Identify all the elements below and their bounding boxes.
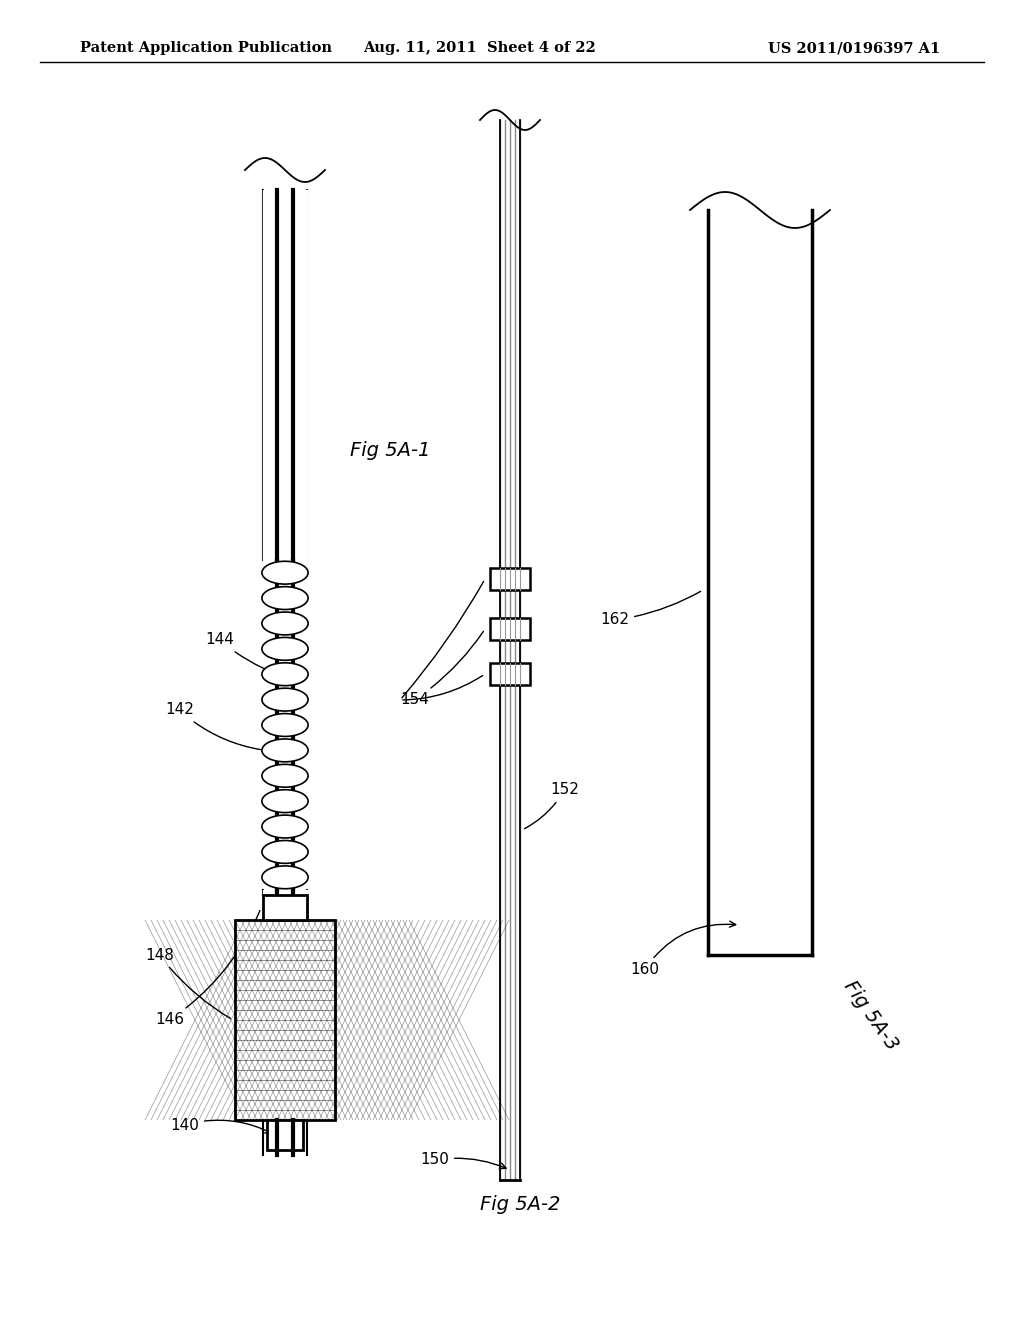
Text: Aug. 11, 2011  Sheet 4 of 22: Aug. 11, 2011 Sheet 4 of 22 <box>364 41 596 55</box>
Ellipse shape <box>262 789 308 813</box>
Bar <box>490 568 530 590</box>
Text: US 2011/0196397 A1: US 2011/0196397 A1 <box>768 41 940 55</box>
Ellipse shape <box>262 688 308 711</box>
Ellipse shape <box>262 866 308 888</box>
Ellipse shape <box>262 714 308 737</box>
Text: 150: 150 <box>420 1152 506 1168</box>
Text: Fig 5A-3: Fig 5A-3 <box>840 977 902 1053</box>
Text: 162: 162 <box>600 591 700 627</box>
Text: Patent Application Publication: Patent Application Publication <box>80 41 332 55</box>
Bar <box>234 920 335 1119</box>
Ellipse shape <box>262 816 308 838</box>
Ellipse shape <box>262 841 308 863</box>
Bar <box>267 1119 303 1150</box>
Text: 154: 154 <box>400 631 483 708</box>
Text: 142: 142 <box>165 702 260 750</box>
Ellipse shape <box>262 561 308 585</box>
Bar <box>490 618 530 640</box>
Ellipse shape <box>262 663 308 685</box>
Text: 144: 144 <box>205 632 291 680</box>
Text: 152: 152 <box>524 783 579 829</box>
Text: Fig 5A-1: Fig 5A-1 <box>350 441 430 459</box>
Ellipse shape <box>262 764 308 787</box>
Ellipse shape <box>262 612 308 635</box>
Bar <box>263 895 307 920</box>
Text: 148: 148 <box>145 948 230 1019</box>
Text: 146: 146 <box>155 911 260 1027</box>
Ellipse shape <box>262 586 308 610</box>
Ellipse shape <box>262 638 308 660</box>
Text: 140: 140 <box>170 1118 271 1133</box>
Text: Fig 5A-2: Fig 5A-2 <box>480 1196 560 1214</box>
Bar <box>490 663 530 685</box>
Ellipse shape <box>262 739 308 762</box>
Text: 160: 160 <box>630 921 735 978</box>
